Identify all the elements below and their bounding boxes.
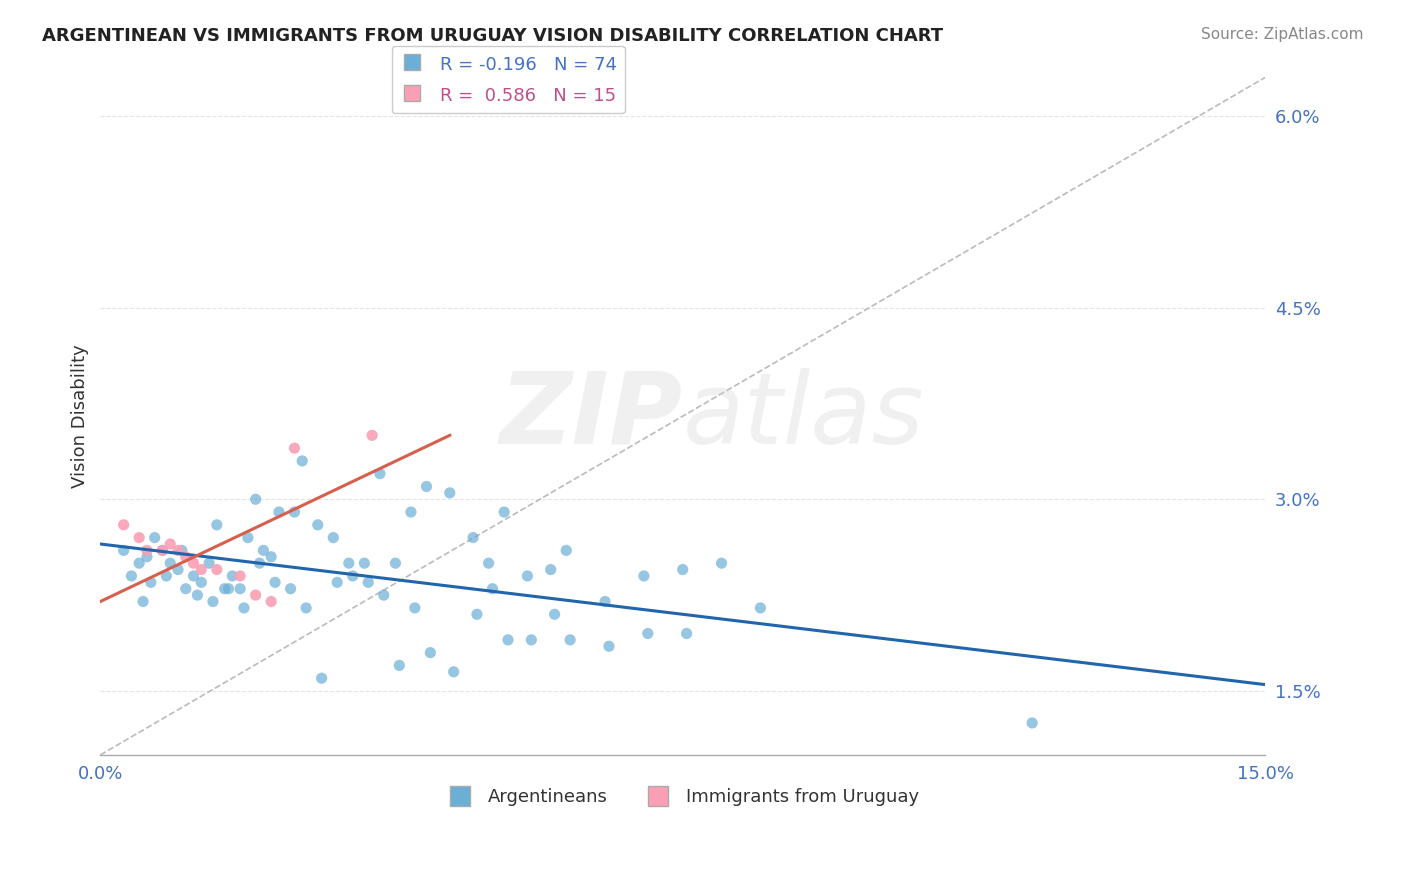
Point — [710, 556, 733, 570]
Point — [478, 556, 501, 570]
Point — [543, 607, 565, 622]
Point — [439, 486, 461, 500]
Point — [481, 582, 503, 596]
Point — [260, 549, 283, 564]
Point — [152, 543, 174, 558]
Point — [496, 632, 519, 647]
Point — [443, 665, 465, 679]
Point — [229, 582, 252, 596]
Point — [236, 531, 259, 545]
Point — [170, 543, 193, 558]
Point — [152, 543, 174, 558]
Point — [516, 569, 538, 583]
Point — [675, 626, 697, 640]
Point — [136, 543, 159, 558]
Point — [159, 556, 181, 570]
Point — [174, 582, 197, 596]
Point — [167, 543, 190, 558]
Point — [465, 607, 488, 622]
Point — [112, 517, 135, 532]
Point — [139, 575, 162, 590]
Point — [461, 531, 484, 545]
Point — [159, 537, 181, 551]
Point — [132, 594, 155, 608]
Point — [249, 556, 271, 570]
Point — [283, 441, 305, 455]
Legend: Argentineans, Immigrants from Uruguay: Argentineans, Immigrants from Uruguay — [440, 781, 927, 814]
Point — [267, 505, 290, 519]
Point — [245, 492, 267, 507]
Point — [221, 569, 243, 583]
Point — [260, 594, 283, 608]
Point — [295, 601, 318, 615]
Point — [419, 646, 441, 660]
Point — [190, 563, 212, 577]
Point — [593, 594, 616, 608]
Point — [155, 569, 177, 583]
Text: ARGENTINEAN VS IMMIGRANTS FROM URUGUAY VISION DISABILITY CORRELATION CHART: ARGENTINEAN VS IMMIGRANTS FROM URUGUAY V… — [42, 27, 943, 45]
Point — [190, 575, 212, 590]
Point — [368, 467, 391, 481]
Point — [598, 639, 620, 653]
Point — [205, 517, 228, 532]
Point — [337, 556, 360, 570]
Point — [399, 505, 422, 519]
Point — [252, 543, 274, 558]
Point — [520, 632, 543, 647]
Point — [342, 569, 364, 583]
Text: ZIP: ZIP — [499, 368, 683, 465]
Point — [205, 563, 228, 577]
Point — [183, 569, 205, 583]
Point — [214, 582, 236, 596]
Point — [233, 601, 256, 615]
Point — [388, 658, 411, 673]
Point — [112, 543, 135, 558]
Point — [1021, 715, 1043, 730]
Point — [229, 569, 252, 583]
Point — [217, 582, 239, 596]
Y-axis label: Vision Disability: Vision Disability — [72, 344, 89, 488]
Point — [167, 563, 190, 577]
Point — [128, 556, 150, 570]
Point — [201, 594, 224, 608]
Point — [322, 531, 344, 545]
Point — [672, 563, 695, 577]
Point — [264, 575, 287, 590]
Point — [555, 543, 578, 558]
Point — [198, 556, 221, 570]
Point — [415, 479, 437, 493]
Point — [540, 563, 562, 577]
Point — [136, 549, 159, 564]
Point — [128, 531, 150, 545]
Point — [361, 428, 384, 442]
Point — [283, 505, 305, 519]
Point — [183, 556, 205, 570]
Point — [326, 575, 349, 590]
Point — [404, 601, 426, 615]
Text: Source: ZipAtlas.com: Source: ZipAtlas.com — [1201, 27, 1364, 42]
Point — [353, 556, 375, 570]
Point — [120, 569, 142, 583]
Point — [560, 632, 582, 647]
Point — [749, 601, 772, 615]
Point — [373, 588, 395, 602]
Point — [174, 549, 197, 564]
Point — [186, 588, 208, 602]
Text: atlas: atlas — [683, 368, 924, 465]
Point — [307, 517, 329, 532]
Point — [143, 531, 166, 545]
Point — [494, 505, 516, 519]
Point — [245, 588, 267, 602]
Point — [633, 569, 655, 583]
Point — [291, 454, 314, 468]
Point — [280, 582, 302, 596]
Point — [357, 575, 380, 590]
Point — [637, 626, 659, 640]
Point — [384, 556, 406, 570]
Point — [311, 671, 333, 685]
